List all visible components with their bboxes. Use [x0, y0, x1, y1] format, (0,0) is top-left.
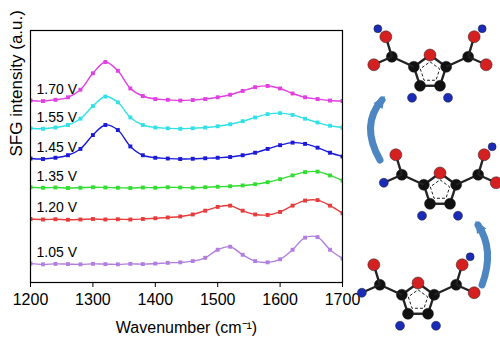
svg-text:1.45 V: 1.45 V	[37, 139, 78, 155]
svg-text:1.05 V: 1.05 V	[37, 244, 78, 260]
svg-text:1600: 1600	[262, 291, 298, 308]
svg-text:1.55 V: 1.55 V	[37, 109, 78, 125]
svg-text:1400: 1400	[138, 291, 174, 308]
svg-text:1500: 1500	[200, 291, 236, 308]
svg-text:1.20 V: 1.20 V	[37, 199, 78, 215]
svg-text:1.35 V: 1.35 V	[37, 168, 78, 184]
svg-text:1700: 1700	[325, 291, 361, 308]
svg-text:1200: 1200	[13, 291, 49, 308]
svg-text:Wavenumber (cm⁻¹): Wavenumber (cm⁻¹)	[116, 319, 257, 336]
svg-text:SFG intensity (a.u.): SFG intensity (a.u.)	[7, 10, 26, 156]
svg-text:1.70 V: 1.70 V	[37, 81, 78, 97]
svg-text:1300: 1300	[75, 291, 111, 308]
